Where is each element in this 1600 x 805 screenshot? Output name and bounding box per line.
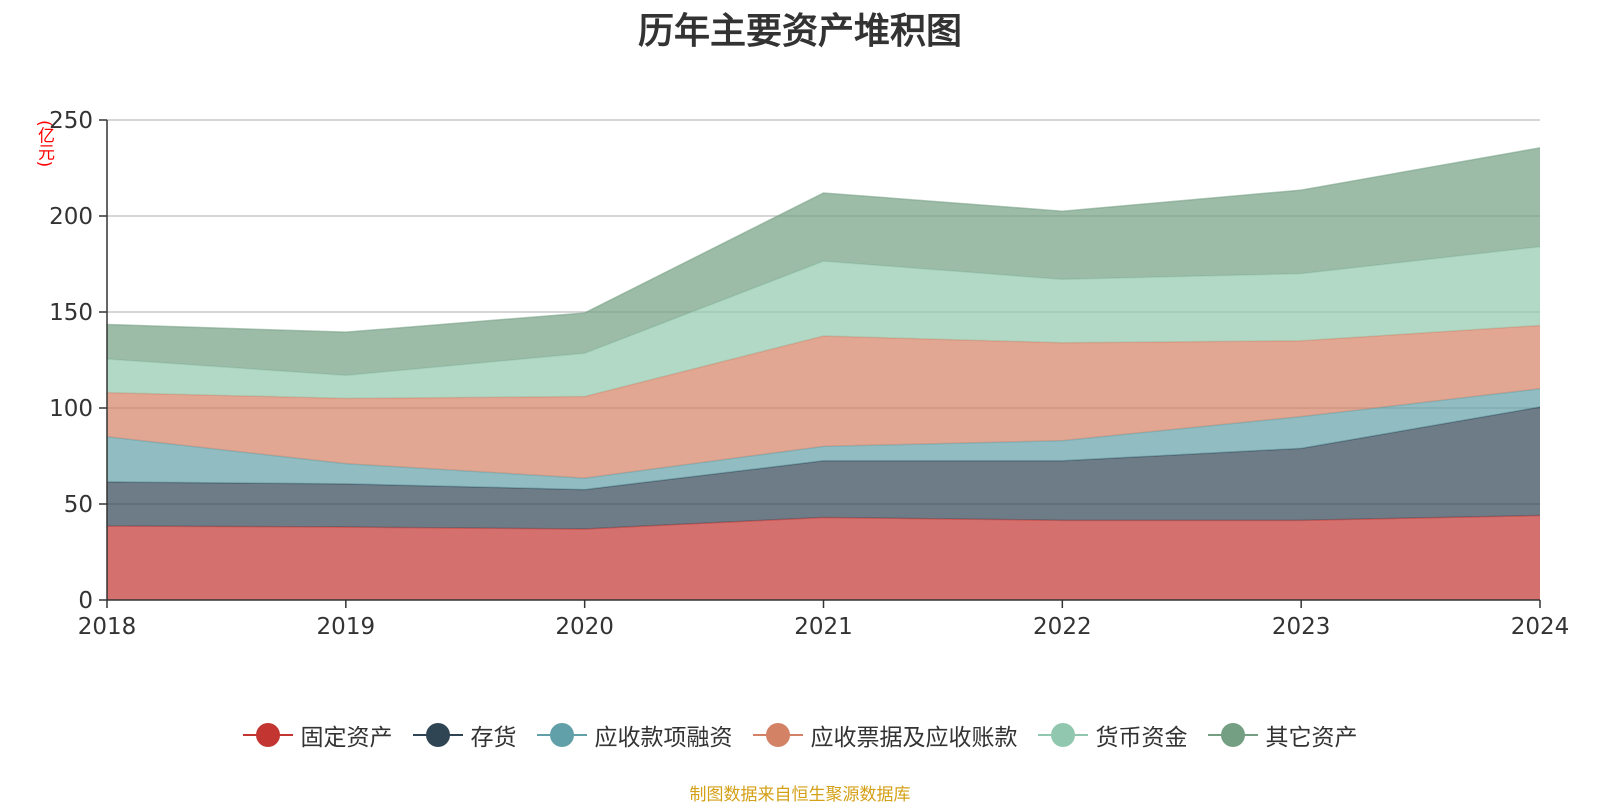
source-note: 制图数据来自恒生聚源数据库 bbox=[689, 785, 911, 805]
legend-marker-icon bbox=[412, 722, 463, 748]
y-tick-label: 0 bbox=[78, 588, 93, 614]
legend-dot-icon bbox=[425, 723, 450, 747]
legend-label: 存货 bbox=[470, 725, 517, 751]
legend-label: 其它资产 bbox=[1265, 725, 1358, 751]
y-tick-label: 150 bbox=[49, 300, 93, 326]
x-tick-label: 2021 bbox=[794, 614, 853, 640]
x-tick-label: 2024 bbox=[1511, 614, 1570, 640]
x-tick-label: 2023 bbox=[1272, 614, 1331, 640]
area-series bbox=[107, 388, 1540, 490]
area-series bbox=[107, 147, 1540, 376]
legend-dot-icon bbox=[255, 723, 280, 747]
legend-marker-icon bbox=[752, 722, 803, 748]
legend-item[interactable]: 货币资金 bbox=[1037, 718, 1188, 752]
legend-item[interactable]: 固定资产 bbox=[242, 718, 393, 752]
y-tick-label: 50 bbox=[64, 492, 93, 518]
chart-title: 历年主要资产堆积图 bbox=[637, 11, 962, 52]
y-tick-label: 200 bbox=[49, 204, 93, 230]
legend-dot-icon bbox=[549, 723, 574, 747]
y-tick-label: 250 bbox=[49, 108, 93, 134]
area-series bbox=[107, 407, 1540, 529]
legend-item[interactable]: 存货 bbox=[412, 718, 517, 752]
legend-dot-icon bbox=[765, 723, 790, 747]
legend-dot-icon bbox=[1050, 723, 1075, 747]
legend-marker-icon bbox=[536, 722, 587, 748]
legend-label: 应收款项融资 bbox=[594, 725, 733, 751]
x-tick-label: 2020 bbox=[555, 614, 614, 640]
legend-label: 应收票据及应收账款 bbox=[810, 725, 1018, 751]
legend-item[interactable]: 应收票据及应收账款 bbox=[752, 718, 1018, 752]
x-tick-label: 2022 bbox=[1033, 614, 1092, 640]
area-series bbox=[107, 515, 1540, 600]
legend-item[interactable]: 其它资产 bbox=[1207, 718, 1358, 752]
legend-item[interactable]: 应收款项融资 bbox=[536, 718, 733, 752]
series-line bbox=[106, 147, 1541, 333]
y-axis-unit-label: (亿元) bbox=[34, 120, 54, 168]
y-tick-label: 100 bbox=[49, 396, 93, 422]
x-tick-label: 2018 bbox=[78, 614, 137, 640]
area-series bbox=[107, 325, 1540, 479]
area-series bbox=[107, 246, 1540, 399]
x-tick-label: 2019 bbox=[317, 614, 376, 640]
legend-marker-icon bbox=[1037, 722, 1088, 748]
legend-marker-icon bbox=[242, 722, 293, 748]
legend-dot-icon bbox=[1220, 723, 1245, 747]
legend-label: 货币资金 bbox=[1095, 725, 1188, 751]
legend-label: 固定资产 bbox=[300, 725, 393, 751]
legend-marker-icon bbox=[1207, 722, 1258, 748]
legend: 固定资产 存货 应收款项融资 应收票据及应收账款 货币资金 其它资产 bbox=[0, 718, 1600, 752]
